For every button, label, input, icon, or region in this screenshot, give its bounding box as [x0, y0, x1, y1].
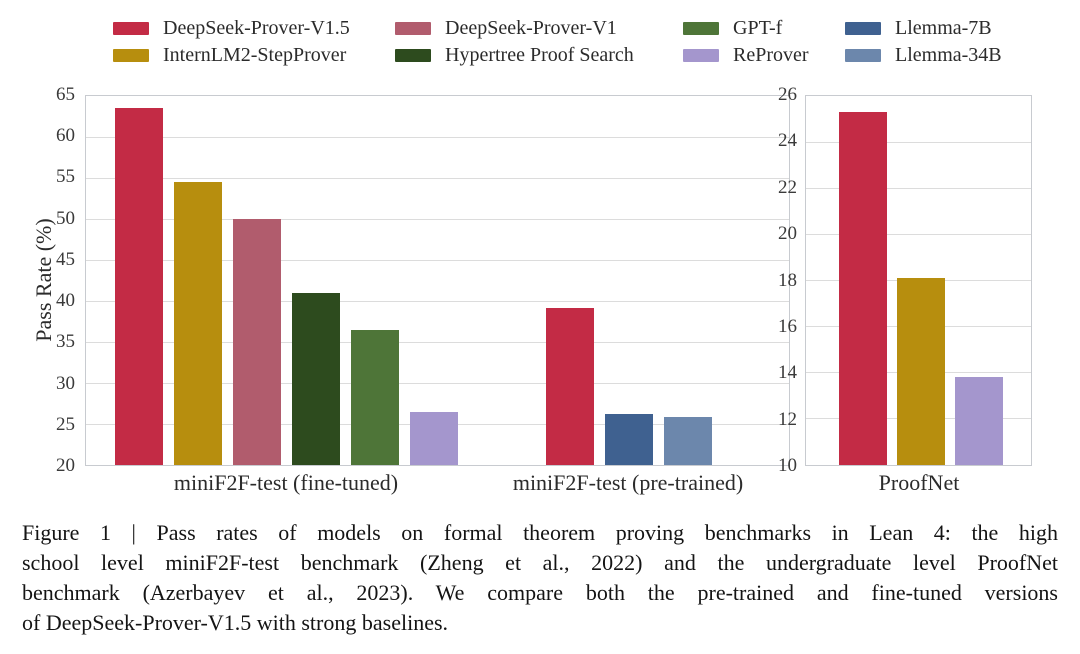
bar-deepseek-prover-v1 [233, 219, 281, 465]
legend-label: DeepSeek-Prover-V1 [445, 16, 617, 39]
caption-line: school level miniF2F-test benchmark (Zhe… [22, 550, 1058, 575]
bar-reprover [410, 411, 458, 465]
gridline [86, 136, 789, 138]
legend-label: ReProver [733, 43, 809, 66]
legend-item: GPT-f [683, 15, 782, 41]
gridline [86, 341, 789, 343]
plot-proofnet [805, 95, 1032, 466]
y-axis-label: Pass Rate (%) [31, 218, 56, 342]
y-tick-label: 60 [56, 125, 75, 147]
legend-label: Llemma-7B [895, 16, 992, 39]
legend-swatch-icon [113, 21, 149, 35]
x-group-label-proofnet: ProofNet [878, 470, 960, 495]
bar-reprover [955, 377, 1003, 465]
bar-hypertree-proof-search [292, 292, 340, 465]
legend-swatch-icon [845, 21, 881, 35]
y-tick-label: 20 [778, 223, 797, 245]
legend-swatch-icon [683, 21, 719, 35]
y-tick-label: 20 [56, 455, 75, 476]
caption-line: benchmark (Azerbayev et al., 2023). We c… [22, 580, 1058, 605]
bar-deepseek-prover-v1-5 [839, 112, 887, 465]
y-tick-label: 24 [778, 130, 797, 152]
gridline [86, 300, 789, 302]
legend-item: Llemma-34B [845, 42, 1002, 68]
gridline [86, 259, 789, 261]
legend-label: Llemma-34B [895, 43, 1002, 66]
y-tick-label: 30 [56, 372, 75, 394]
gridline [806, 187, 1031, 189]
y-tick-label: 55 [56, 166, 75, 188]
bar-gpt-f [351, 329, 399, 465]
legend-swatch-icon [683, 48, 719, 62]
gridline [806, 141, 1031, 143]
y-tick-label: 25 [56, 413, 75, 435]
legend-swatch-icon [395, 21, 431, 35]
legend-item: DeepSeek-Prover-V1 [395, 15, 617, 41]
y-tick-label: 35 [56, 331, 75, 353]
bar-llemma-7b [605, 414, 653, 465]
figure-caption: Figure 1 | Pass rates of models on forma… [22, 518, 1058, 638]
bar-llemma-34b [664, 417, 712, 465]
x-group-label-finetuned: miniF2F-test (fine-tuned) [173, 470, 399, 495]
legend-item: Llemma-7B [845, 15, 992, 41]
caption-line: of DeepSeek-Prover-V1.5 with strong base… [22, 610, 449, 635]
plot-minif2f [85, 95, 790, 466]
bar-deepseek-prover-v1-5 [115, 108, 163, 465]
legend-item: Hypertree Proof Search [395, 42, 634, 68]
legend-item: DeepSeek-Prover-V1.5 [113, 15, 350, 41]
bar-deepseek-prover-v1-5 [546, 307, 594, 465]
gridline [86, 382, 789, 384]
y-tick-label: 16 [778, 315, 797, 337]
legend-swatch-icon [113, 48, 149, 62]
legend-item: InternLM2-StepProver [113, 42, 346, 68]
bar-internlm2-stepprover [174, 182, 222, 465]
y-tick-label: 26 [778, 84, 797, 105]
legend-label: InternLM2-StepProver [163, 43, 347, 66]
legend-swatch-icon [845, 48, 881, 62]
y-tick-label: 14 [778, 362, 797, 384]
y-tick-label: 10 [778, 455, 797, 476]
y-tick-label: 45 [56, 248, 75, 270]
gridline [86, 218, 789, 220]
x-group-label-pretrained: miniF2F-test (pre-trained) [512, 470, 744, 495]
gridline [806, 233, 1031, 235]
y-tick-label: 50 [56, 207, 75, 229]
legend-item: ReProver [683, 42, 809, 68]
legend-swatch-icon [395, 48, 431, 62]
y-tick-label: 12 [778, 408, 797, 430]
legend-label: DeepSeek-Prover-V1.5 [163, 16, 350, 39]
y-tick-label: 40 [56, 290, 75, 312]
legend-label: GPT-f [733, 16, 783, 39]
gridline [86, 177, 789, 179]
legend-label: Hypertree Proof Search [445, 43, 634, 66]
y-tick-label: 22 [778, 176, 797, 198]
bar-internlm2-stepprover [897, 278, 945, 465]
y-tick-label: 18 [778, 269, 797, 291]
caption-line: Figure 1 | Pass rates of models on forma… [22, 520, 1058, 545]
y-tick-label: 65 [56, 84, 75, 105]
